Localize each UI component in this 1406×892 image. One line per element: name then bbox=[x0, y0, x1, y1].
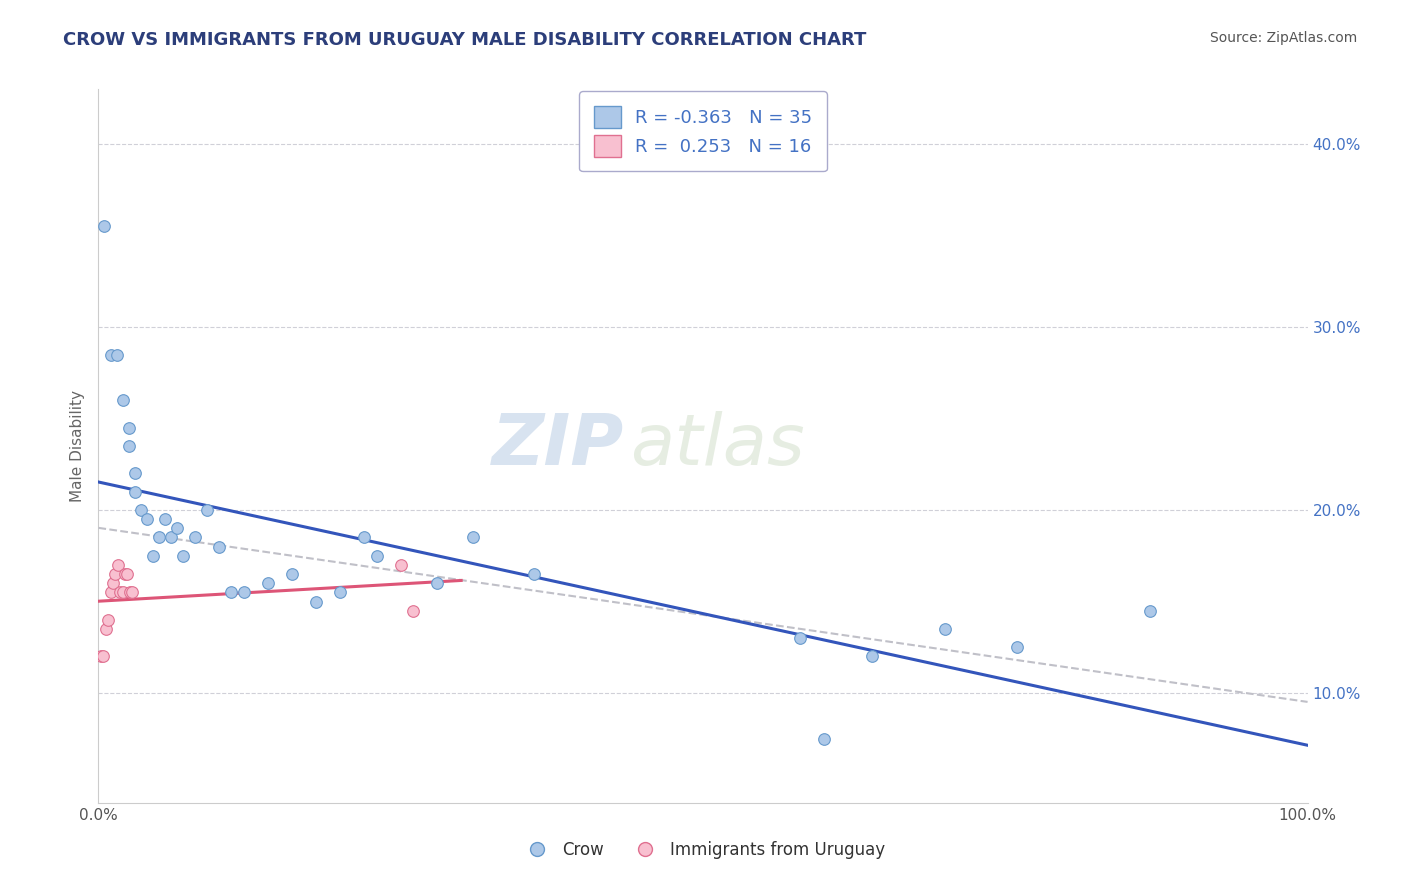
Point bbox=[93, 219, 115, 234]
Point bbox=[389, 558, 412, 572]
Point bbox=[366, 549, 388, 563]
Point bbox=[813, 731, 835, 746]
Point bbox=[160, 531, 183, 545]
Point bbox=[860, 649, 883, 664]
Text: atlas: atlas bbox=[630, 411, 806, 481]
Point bbox=[90, 649, 112, 664]
Point bbox=[221, 585, 243, 599]
Point bbox=[402, 604, 425, 618]
Point bbox=[117, 567, 139, 582]
Y-axis label: Male Disability: Male Disability bbox=[69, 390, 84, 502]
Point bbox=[463, 531, 485, 545]
Point bbox=[166, 521, 188, 535]
Point bbox=[232, 585, 254, 599]
Point bbox=[114, 567, 136, 582]
Point bbox=[329, 585, 352, 599]
Point bbox=[426, 576, 449, 591]
Text: CROW VS IMMIGRANTS FROM URUGUAY MALE DISABILITY CORRELATION CHART: CROW VS IMMIGRANTS FROM URUGUAY MALE DIS… bbox=[63, 31, 866, 49]
Point bbox=[111, 393, 134, 408]
Point bbox=[124, 484, 146, 499]
Point bbox=[108, 585, 131, 599]
Point bbox=[121, 585, 143, 599]
Point bbox=[353, 531, 375, 545]
Point bbox=[148, 531, 170, 545]
Point bbox=[523, 567, 546, 582]
Point bbox=[135, 512, 157, 526]
Point bbox=[934, 622, 956, 636]
Point bbox=[195, 503, 218, 517]
Point bbox=[789, 631, 811, 645]
Point bbox=[124, 467, 146, 481]
Legend: Crow, Immigrants from Uruguay: Crow, Immigrants from Uruguay bbox=[513, 835, 893, 866]
Point bbox=[105, 347, 128, 361]
Point bbox=[100, 347, 122, 361]
Point bbox=[1007, 640, 1029, 655]
Point bbox=[1139, 604, 1161, 618]
Point bbox=[104, 567, 127, 582]
Point bbox=[305, 594, 328, 608]
Legend: R = -0.363   N = 35, R =  0.253   N = 16: R = -0.363 N = 35, R = 0.253 N = 16 bbox=[579, 91, 827, 171]
Point bbox=[101, 576, 124, 591]
Text: ZIP: ZIP bbox=[492, 411, 624, 481]
Point bbox=[100, 585, 122, 599]
Point bbox=[153, 512, 176, 526]
Point bbox=[118, 585, 141, 599]
Point bbox=[94, 622, 117, 636]
Text: Source: ZipAtlas.com: Source: ZipAtlas.com bbox=[1209, 31, 1357, 45]
Point bbox=[97, 613, 120, 627]
Point bbox=[118, 439, 141, 453]
Point bbox=[111, 585, 134, 599]
Point bbox=[208, 540, 231, 554]
Point bbox=[107, 558, 129, 572]
Point bbox=[91, 649, 114, 664]
Point bbox=[281, 567, 304, 582]
Point bbox=[172, 549, 194, 563]
Point bbox=[256, 576, 278, 591]
Point bbox=[184, 531, 207, 545]
Point bbox=[118, 420, 141, 434]
Point bbox=[129, 503, 152, 517]
Point bbox=[142, 549, 165, 563]
